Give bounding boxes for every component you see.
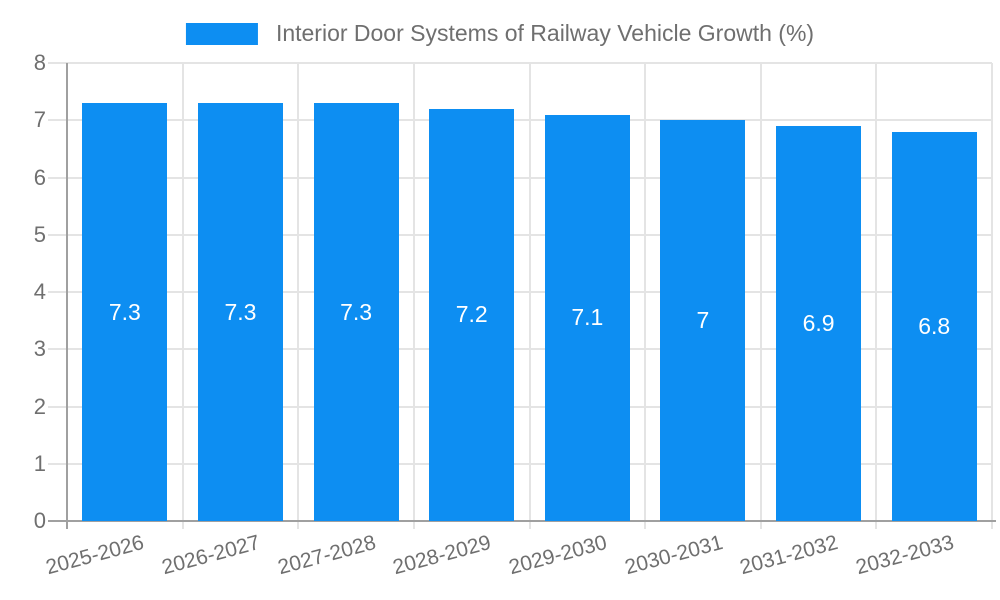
y-axis-line xyxy=(66,63,68,529)
bar-value-label: 7 xyxy=(696,307,710,334)
x-axis-tick-label: 2028-2029 xyxy=(390,531,494,580)
gridline-vertical xyxy=(412,63,415,529)
gridline-horizontal xyxy=(48,119,992,122)
x-axis-tick-label: 2031-2032 xyxy=(737,531,841,580)
y-axis-tick-label: 5 xyxy=(33,221,46,247)
bar-value-label: 6.8 xyxy=(918,312,951,339)
gridline-vertical xyxy=(644,63,647,529)
bar[interactable]: 7.1 xyxy=(544,114,630,521)
y-axis-tick-label: 2 xyxy=(33,393,46,419)
gridline-horizontal xyxy=(48,176,992,179)
gridline-vertical xyxy=(181,63,184,529)
bar-value-label: 7.1 xyxy=(571,304,604,331)
bar[interactable]: 6.9 xyxy=(776,125,862,521)
x-axis-tick-label: 2032-2033 xyxy=(853,531,957,580)
bar[interactable]: 7.3 xyxy=(197,103,283,521)
gridline-horizontal xyxy=(48,462,992,465)
chart-legend[interactable]: Interior Door Systems of Railway Vehicle… xyxy=(185,20,815,47)
gridline-vertical xyxy=(759,63,762,529)
y-axis-tick-label: 7 xyxy=(33,107,46,133)
y-axis-tick-label: 8 xyxy=(33,50,46,75)
y-axis-tick-label: 6 xyxy=(33,164,46,190)
bar[interactable]: 6.8 xyxy=(891,131,977,521)
y-axis-tick-label: 0 xyxy=(33,508,46,533)
y-axis-tick-label: 1 xyxy=(33,450,46,476)
x-axis-tick-label: 2027-2028 xyxy=(275,531,379,580)
gridline-vertical xyxy=(875,63,878,529)
gridline-horizontal xyxy=(48,233,992,236)
gridline-vertical xyxy=(528,63,531,529)
legend-label: Interior Door Systems of Railway Vehicle… xyxy=(275,20,815,46)
gridline-horizontal xyxy=(48,291,992,293)
x-axis-tick-label: 2026-2027 xyxy=(159,531,263,580)
y-axis-tick-label: 4 xyxy=(33,279,46,304)
legend-swatch-icon xyxy=(185,22,258,45)
bar-value-label: 6.9 xyxy=(802,309,835,336)
bar[interactable]: 7.3 xyxy=(82,103,168,521)
gridline-horizontal xyxy=(48,62,992,64)
bar[interactable]: 7 xyxy=(660,120,746,521)
x-axis-tick-label: 2025-2026 xyxy=(43,531,147,580)
bar-value-label: 7.3 xyxy=(224,298,257,325)
gridline-horizontal xyxy=(48,405,992,408)
bar[interactable]: 7.3 xyxy=(313,103,399,521)
bar[interactable]: 7.2 xyxy=(429,108,515,521)
x-axis-tick-label: 2030-2031 xyxy=(621,531,725,580)
x-axis-line xyxy=(48,520,996,522)
gridline-vertical xyxy=(991,63,993,529)
gridline-horizontal xyxy=(48,348,992,351)
bar-value-label: 7.2 xyxy=(455,301,488,328)
bar-value-label: 7.3 xyxy=(108,298,141,325)
x-axis-tick-label: 2029-2030 xyxy=(506,531,610,580)
y-axis-tick-label: 3 xyxy=(33,336,46,362)
bar-value-label: 7.3 xyxy=(340,298,373,325)
gridline-vertical xyxy=(297,63,300,529)
